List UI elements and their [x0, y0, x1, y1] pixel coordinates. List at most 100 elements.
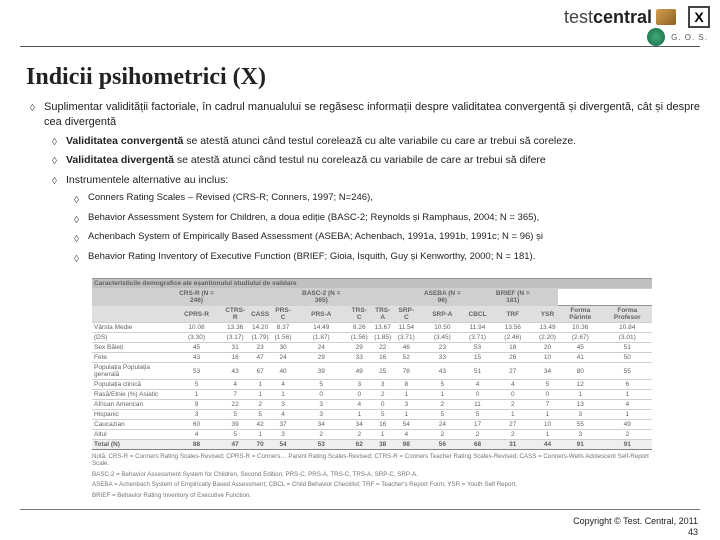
main-bullet-text: Suplimentar validității factoriale, în c… — [44, 100, 700, 130]
table-cell: 3 — [558, 430, 603, 440]
table-cell: 1 — [271, 390, 295, 400]
table-cell: 1 — [371, 430, 394, 440]
table-cell: 10 — [537, 420, 558, 430]
table-cell: 10.84 — [603, 323, 652, 333]
table-cell: 2 — [295, 430, 348, 440]
table-cell: 30 — [271, 343, 295, 353]
page-number: 43 — [688, 527, 698, 537]
copyright-text: Copyright © Test. Central, 2011 — [573, 516, 698, 526]
table-cell: 3 — [558, 410, 603, 420]
column-header: TRS-A — [371, 306, 394, 323]
table-cell: 2 — [489, 400, 537, 410]
column-header: Forma Părinte — [558, 306, 603, 323]
group-header-cell — [271, 289, 295, 306]
table-cell: 4 — [489, 380, 537, 390]
table-cell: (3.30) — [172, 333, 221, 343]
table-cell: (3.71) — [467, 333, 489, 343]
table-cell: (3.71) — [394, 333, 418, 343]
table-cell: 15 — [467, 353, 489, 363]
column-header: PRS-A — [295, 306, 348, 323]
table-cell: 5 — [537, 380, 558, 390]
table-row: African American92223340321127134 — [92, 400, 652, 410]
total-cell: 47 — [221, 440, 249, 450]
round-logo-icon — [647, 28, 665, 46]
column-header — [92, 306, 172, 323]
table-cell: 27 — [489, 363, 537, 380]
table-cell: 10.50 — [418, 323, 466, 333]
table-cell: 43 — [172, 353, 221, 363]
table-cell: 24 — [295, 343, 348, 353]
group-header-cell — [394, 289, 418, 306]
column-header: CASS — [249, 306, 271, 323]
total-cell: 98 — [394, 440, 418, 450]
table-cell: 33 — [418, 353, 466, 363]
table-cell: 2 — [418, 400, 466, 410]
table-cell: (1.87) — [295, 333, 348, 343]
brand-logo: testcentral — [564, 7, 652, 28]
bullet-icon: ◊ — [74, 251, 88, 267]
table-row: Caucazian6039423734341654241727105549 — [92, 420, 652, 430]
table-cell: 0 — [371, 400, 394, 410]
table-row: Vârsta Medie10.0813.3614.208.3714.498.26… — [92, 323, 652, 333]
column-header: CTRS-R — [221, 306, 249, 323]
sub-bullet-text: Validitatea convergentă se atestă atunci… — [66, 134, 700, 150]
table-cell: 51 — [603, 343, 652, 353]
footer-divider — [20, 509, 700, 510]
table-cell: 13.67 — [371, 323, 394, 333]
table-cell: 22 — [371, 343, 394, 353]
group-header-cell: ASEBA (N = 96) — [418, 289, 466, 306]
table-cell: 2 — [418, 430, 466, 440]
row-label: Populația clinică — [92, 380, 172, 390]
table-cell: 4 — [271, 380, 295, 390]
sub-bullet: ◊Validitatea divergentă se atestă atunci… — [52, 153, 700, 169]
group-header-cell — [467, 289, 489, 306]
total-cell: 54 — [271, 440, 295, 450]
group-header-cell — [92, 289, 172, 306]
table-cell: 1 — [537, 430, 558, 440]
secondary-logos: G. O. S. — [647, 28, 708, 46]
table-footnote: BASC-2 = Behavior Assessment System for … — [92, 471, 652, 478]
table-cell: 7 — [537, 400, 558, 410]
table-cell: 13 — [558, 400, 603, 410]
table-cell: 4 — [467, 380, 489, 390]
table-cell: 1 — [249, 380, 271, 390]
table-cell: 8.26 — [348, 323, 371, 333]
table-cell: 2 — [603, 430, 652, 440]
column-header: CPRS-R — [172, 306, 221, 323]
close-icon[interactable]: X — [688, 6, 710, 28]
table-cell: 10.36 — [558, 323, 603, 333]
table-cell: 1 — [348, 410, 371, 420]
column-header: PRS-C — [271, 306, 295, 323]
table-cell: 43 — [221, 363, 249, 380]
gos-logo-text: G. O. S. — [671, 33, 708, 42]
table-cell: 24 — [418, 420, 466, 430]
table-cell: 4 — [271, 410, 295, 420]
table-cell: 17 — [467, 420, 489, 430]
validation-table-region: Caracteristicile demografice ale eșantio… — [92, 278, 652, 499]
total-cell: 44 — [537, 440, 558, 450]
group-header-cell — [537, 289, 558, 306]
page-title: Indicii psihometrici (X) — [26, 64, 266, 91]
table-cell: 23 — [249, 343, 271, 353]
group-header-cell — [371, 289, 394, 306]
sub-bullet: ◊Validitatea convergentă se atestă atunc… — [52, 134, 700, 150]
column-header: SRP-C — [394, 306, 418, 323]
table-cell: (1.79) — [249, 333, 271, 343]
table-row: Hispanic35543151551131 — [92, 410, 652, 420]
table-cell: 16 — [221, 353, 249, 363]
table-cell: 3 — [271, 400, 295, 410]
table-cell: 4 — [172, 430, 221, 440]
table-cell: 22 — [221, 400, 249, 410]
table-row: Rasă/Etnie (%) Asiatic17110021100011 — [92, 390, 652, 400]
sub-bullet-text: Validitatea divergentă se atestă atunci … — [66, 153, 700, 169]
table-cell: 78 — [394, 363, 418, 380]
table-cell: 13.36 — [221, 323, 249, 333]
table-cell: 52 — [394, 353, 418, 363]
table-footnote: BRIEF = Behavior Rating Inventory of Exe… — [92, 492, 652, 499]
table-cell: 5 — [172, 380, 221, 390]
table-cell: 5 — [249, 410, 271, 420]
column-header: CBCL — [467, 306, 489, 323]
table-cell: 54 — [394, 420, 418, 430]
table-cell: 25 — [371, 363, 394, 380]
table-cell: 45 — [172, 343, 221, 353]
